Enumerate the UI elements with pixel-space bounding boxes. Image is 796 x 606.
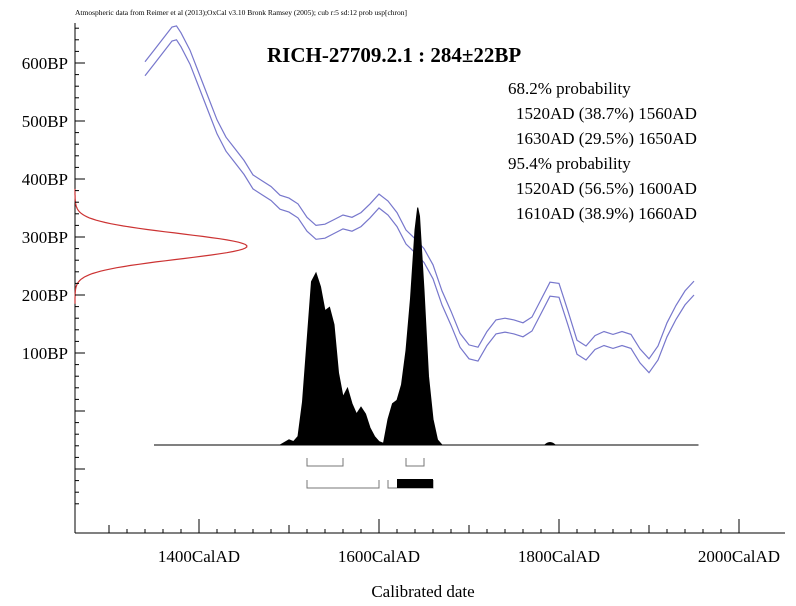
calibrated-distribution bbox=[154, 207, 699, 446]
y-tick-label: 300BP bbox=[22, 228, 68, 247]
range-bracket bbox=[306, 458, 344, 467]
y-axis: 600BP 500BP 400BP 300BP 200BP 100BP bbox=[22, 27, 85, 505]
x-tick-label: 1600CalAD bbox=[338, 547, 420, 566]
y-tick-label: 600BP bbox=[22, 54, 68, 73]
probability-line: 1610AD (38.9%) 1660AD bbox=[516, 204, 697, 223]
distribution-fill bbox=[278, 207, 444, 446]
data-credit: Atmospheric data from Reimer et al (2013… bbox=[75, 8, 407, 17]
distribution-bump bbox=[544, 442, 556, 445]
y-tick-label: 500BP bbox=[22, 112, 68, 131]
radiocarbon-curve bbox=[74, 188, 248, 304]
y-tick-label: 200BP bbox=[22, 286, 68, 305]
y-tick-label: 100BP bbox=[22, 344, 68, 363]
chart-title: RICH-27709.2.1 : 284±22BP bbox=[267, 43, 521, 67]
x-tick-label: 2000CalAD bbox=[698, 547, 780, 566]
probability-line: 1520AD (56.5%) 1600AD bbox=[516, 179, 697, 198]
range-bracket bbox=[306, 480, 380, 489]
probability-annotations: 68.2% probability 1520AD (38.7%) 1560AD 16… bbox=[508, 79, 697, 223]
y-tick-label: 400BP bbox=[22, 170, 68, 189]
probability-line: 1630AD (29.5%) 1650AD bbox=[516, 129, 697, 148]
x-tick-label: 1400CalAD bbox=[158, 547, 240, 566]
x-axis-title: Calibrated date bbox=[371, 582, 474, 601]
range-highlight bbox=[397, 479, 433, 488]
radiocarbon-distribution bbox=[74, 188, 248, 304]
probability-line: 1520AD (38.7%) 1560AD bbox=[516, 104, 697, 123]
x-axis: 1400CalAD 1600CalAD 1800CalAD 2000CalAD bbox=[108, 519, 780, 566]
range-bracket bbox=[405, 458, 425, 467]
probability-ranges bbox=[306, 458, 434, 489]
x-tick-label: 1800CalAD bbox=[518, 547, 600, 566]
probability-line: 68.2% probability bbox=[508, 79, 631, 98]
probability-line: 95.4% probability bbox=[508, 154, 631, 173]
